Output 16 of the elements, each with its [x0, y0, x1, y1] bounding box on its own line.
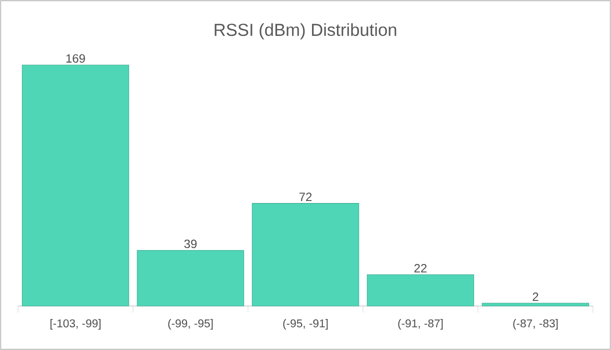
bar — [252, 203, 360, 306]
bar — [482, 302, 590, 306]
data-label: 2 — [532, 292, 538, 301]
bar — [22, 64, 130, 306]
data-label: 22 — [414, 264, 427, 272]
x-tick-label: [-103, -99] — [50, 319, 101, 330]
x-tick-label: (-99, -95] — [168, 319, 213, 330]
chart-title: RSSI (dBm) Distribution — [214, 23, 396, 40]
x-tick-label: (-87, -83] — [513, 319, 558, 330]
data-label: 72 — [299, 192, 312, 202]
data-label: 39 — [184, 240, 197, 248]
x-tick-label: (-91, -87] — [398, 319, 443, 330]
bar — [136, 250, 244, 306]
x-tick-label: (-95, -91] — [283, 319, 328, 330]
bar — [366, 274, 474, 306]
data-label: 169 — [66, 54, 85, 63]
